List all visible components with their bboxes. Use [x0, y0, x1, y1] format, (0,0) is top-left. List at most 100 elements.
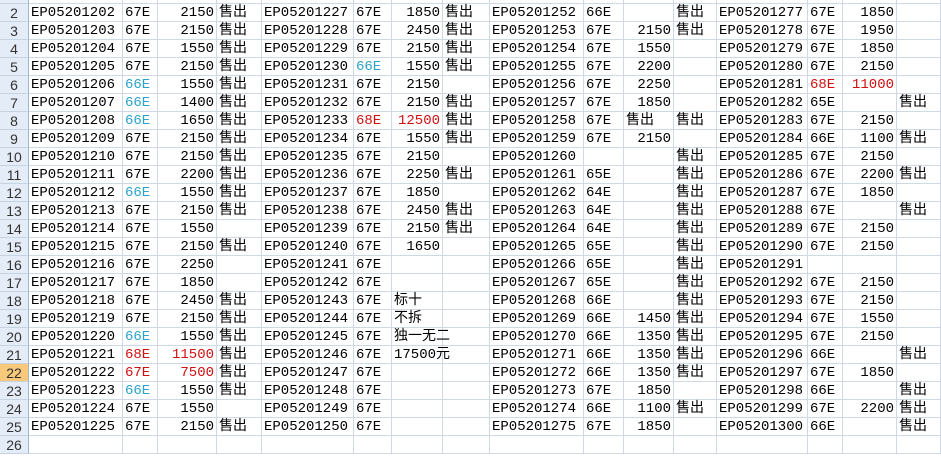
cell[interactable]: 67E: [584, 94, 624, 112]
cell[interactable]: EP05201203: [29, 22, 123, 40]
cell[interactable]: 售出: [674, 328, 717, 346]
cell[interactable]: EP05201272: [490, 364, 584, 382]
cell[interactable]: [717, 436, 808, 454]
cell[interactable]: [443, 382, 490, 400]
cell[interactable]: 2150: [158, 58, 217, 76]
cell[interactable]: [443, 400, 490, 418]
cell[interactable]: EP05201287: [717, 184, 808, 202]
cell[interactable]: [674, 382, 717, 400]
cell[interactable]: EP05201295: [717, 328, 808, 346]
cell[interactable]: EP05201241: [262, 256, 354, 274]
cell[interactable]: EP05201282: [717, 94, 808, 112]
cell[interactable]: [897, 328, 941, 346]
cell[interactable]: 67E: [808, 58, 843, 76]
cell[interactable]: 67E: [584, 130, 624, 148]
cell[interactable]: EP05201209: [29, 130, 123, 148]
cell[interactable]: EP05201208: [29, 112, 123, 130]
cell[interactable]: 售出: [217, 94, 262, 112]
cell[interactable]: EP05201271: [490, 346, 584, 364]
cell[interactable]: EP05201211: [29, 166, 123, 184]
cell[interactable]: 67E: [123, 274, 158, 292]
row-header[interactable]: 18: [0, 292, 29, 310]
cell[interactable]: EP05201291: [717, 256, 808, 274]
cell[interactable]: 售出: [674, 148, 717, 166]
cell[interactable]: 2150: [158, 238, 217, 256]
cell[interactable]: 售出: [217, 418, 262, 436]
cell[interactable]: 独一无二: [392, 328, 450, 346]
cell[interactable]: [217, 400, 262, 418]
cell[interactable]: EP05201248: [262, 382, 354, 400]
cell[interactable]: 67E: [354, 310, 392, 328]
row-header[interactable]: 24: [0, 400, 29, 418]
cell[interactable]: 1100: [843, 130, 897, 148]
cell[interactable]: 2150: [158, 0, 217, 4]
cell[interactable]: 67E: [123, 4, 158, 22]
cell[interactable]: [843, 418, 897, 436]
cell[interactable]: 66E: [354, 58, 392, 76]
cell[interactable]: [897, 256, 941, 274]
cell[interactable]: 66E: [123, 184, 158, 202]
cell[interactable]: 2200: [624, 58, 674, 76]
cell[interactable]: [392, 274, 443, 292]
cell[interactable]: EP05201204: [29, 40, 123, 58]
cell[interactable]: [624, 436, 674, 454]
cell[interactable]: 67E: [354, 292, 392, 310]
cell[interactable]: 2150: [843, 220, 897, 238]
cell[interactable]: 售出: [217, 202, 262, 220]
cell[interactable]: 2150: [392, 76, 443, 94]
cell[interactable]: [392, 436, 443, 454]
cell[interactable]: 1550: [158, 220, 217, 238]
cell[interactable]: 65E: [584, 238, 624, 256]
cell[interactable]: 68E: [354, 112, 392, 130]
cell[interactable]: 67E: [354, 328, 392, 346]
cell[interactable]: 2150: [392, 94, 443, 112]
cell[interactable]: EP05201258: [490, 112, 584, 130]
cell[interactable]: 不拆: [392, 310, 443, 328]
cell[interactable]: 售出: [217, 238, 262, 256]
cell[interactable]: 2150: [158, 310, 217, 328]
cell[interactable]: EP05201254: [490, 40, 584, 58]
cell[interactable]: EP05201294: [717, 310, 808, 328]
cell[interactable]: [897, 436, 941, 454]
cell[interactable]: 1100: [624, 400, 674, 418]
cell[interactable]: 67E: [123, 238, 158, 256]
cell[interactable]: 66E: [123, 112, 158, 130]
cell[interactable]: 66E: [584, 4, 624, 22]
cell[interactable]: 1850: [843, 4, 897, 22]
cell[interactable]: 67E: [123, 220, 158, 238]
row-header[interactable]: 14: [0, 220, 29, 238]
cell[interactable]: EP05201237: [262, 184, 354, 202]
cell[interactable]: EP05201273: [490, 382, 584, 400]
cell[interactable]: EP05201214: [29, 220, 123, 238]
cell[interactable]: [843, 382, 897, 400]
row-header[interactable]: 12: [0, 184, 29, 202]
cell[interactable]: EP05201288: [717, 202, 808, 220]
cell[interactable]: 67E: [808, 364, 843, 382]
cell[interactable]: 售出: [897, 418, 941, 436]
cell[interactable]: 1350: [624, 328, 674, 346]
cell[interactable]: [443, 274, 490, 292]
cell[interactable]: 67E: [584, 112, 624, 130]
cell[interactable]: [624, 202, 674, 220]
cell[interactable]: EP05201284: [717, 130, 808, 148]
cell[interactable]: 67E: [354, 202, 392, 220]
cell[interactable]: 67E: [354, 94, 392, 112]
cell[interactable]: EP05201292: [717, 274, 808, 292]
cell[interactable]: 67E: [584, 382, 624, 400]
cell[interactable]: 2200: [158, 166, 217, 184]
cell[interactable]: 67E: [354, 130, 392, 148]
cell[interactable]: [674, 76, 717, 94]
cell[interactable]: EP05201213: [29, 202, 123, 220]
cell[interactable]: 67E: [808, 292, 843, 310]
cell[interactable]: [392, 382, 443, 400]
cell[interactable]: 1850: [158, 274, 217, 292]
cell[interactable]: EP05201242: [262, 274, 354, 292]
row-header[interactable]: 17: [0, 274, 29, 292]
cell[interactable]: 售出: [897, 382, 941, 400]
cell[interactable]: 66E: [584, 328, 624, 346]
cell[interactable]: 1950: [843, 22, 897, 40]
row-header[interactable]: 5: [0, 58, 29, 76]
cell[interactable]: 67E: [354, 184, 392, 202]
cell[interactable]: EP05201216: [29, 256, 123, 274]
cell[interactable]: 2450: [392, 22, 443, 40]
